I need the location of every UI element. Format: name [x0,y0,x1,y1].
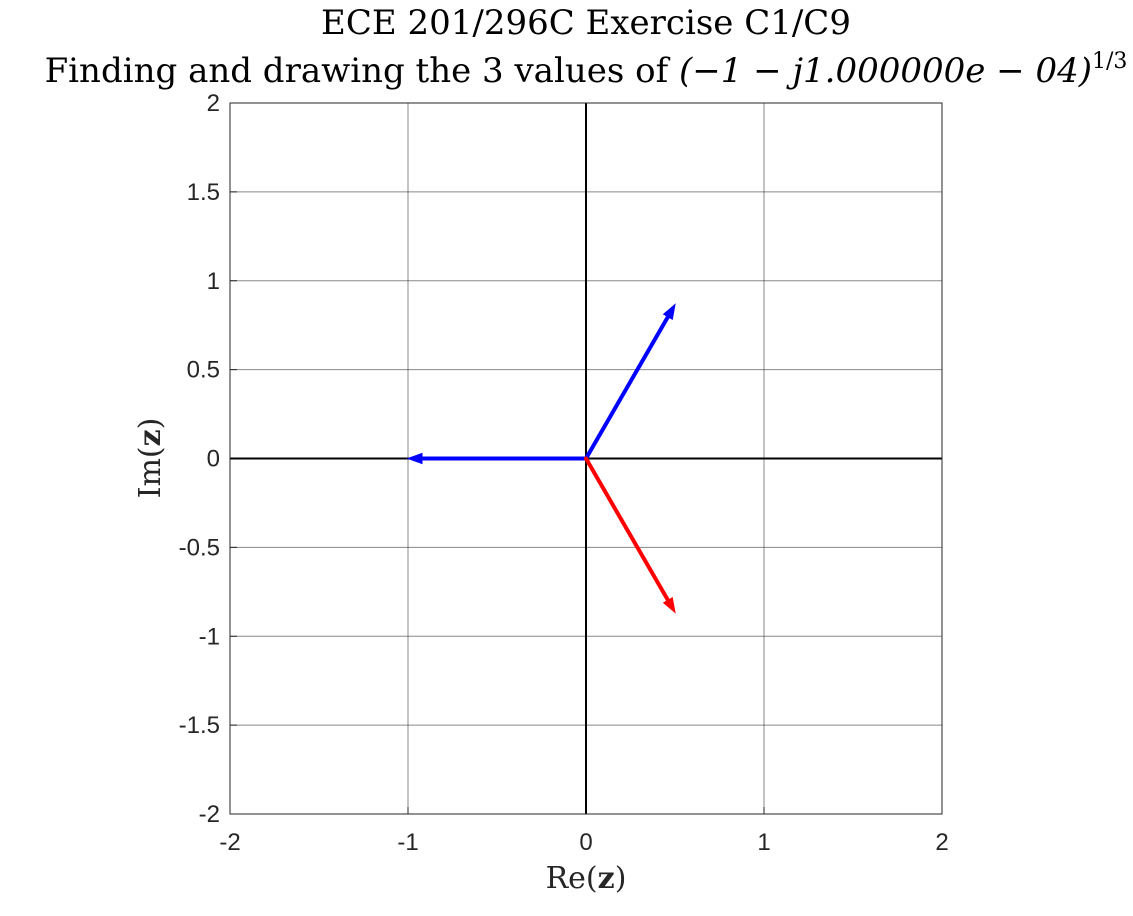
y-tick-label: -1 [199,623,220,650]
x-tick-labels: -2 -1 0 1 2 [219,829,948,856]
subtitle-prefix: Finding and drawing the 3 values of [45,51,679,91]
y-tick-label: 0.5 [187,357,220,384]
x-tick-label: 2 [935,829,948,856]
vector-line-1 [584,312,671,461]
x-tick-label: -1 [397,829,418,856]
y-tick-label: 0 [207,446,220,473]
vector-arrowhead-1 [662,303,676,320]
x-axis-label: Re(z) [546,861,627,896]
y-tick-label: 1.5 [187,179,220,206]
plot-area: -2 -1 0 1 2 2 1.5 1 0.5 0 -0.5 -1 -1.5 -2 [179,90,949,856]
y-tick-label: -1.5 [179,712,220,739]
x-tick-label: 0 [579,829,592,856]
series-group [406,303,676,614]
y-tick-label: 1 [207,268,220,295]
y-tick-label: 2 [207,90,220,117]
vector-arrowhead-3 [662,597,676,614]
chart-title: ECE 201/296C Exercise C1/C9 [321,3,851,43]
subtitle-exponent: 1/3 [1092,49,1127,74]
subtitle-math: (−1 − j1.000000e − 04) [679,51,1092,91]
y-axis-label: Im(z) [133,418,168,499]
y-tick-label: -2 [199,801,220,828]
x-tick-label: -2 [219,829,240,856]
y-tick-label: -0.5 [179,534,220,561]
vector-arrowhead-2 [406,452,423,465]
chart-subtitle: Finding and drawing the 3 values of (−1 … [45,49,1128,91]
vector-line-3 [584,456,671,605]
x-tick-label: 1 [757,829,770,856]
y-tick-labels: 2 1.5 1 0.5 0 -0.5 -1 -1.5 -2 [179,90,220,828]
plot-frame [229,102,943,815]
